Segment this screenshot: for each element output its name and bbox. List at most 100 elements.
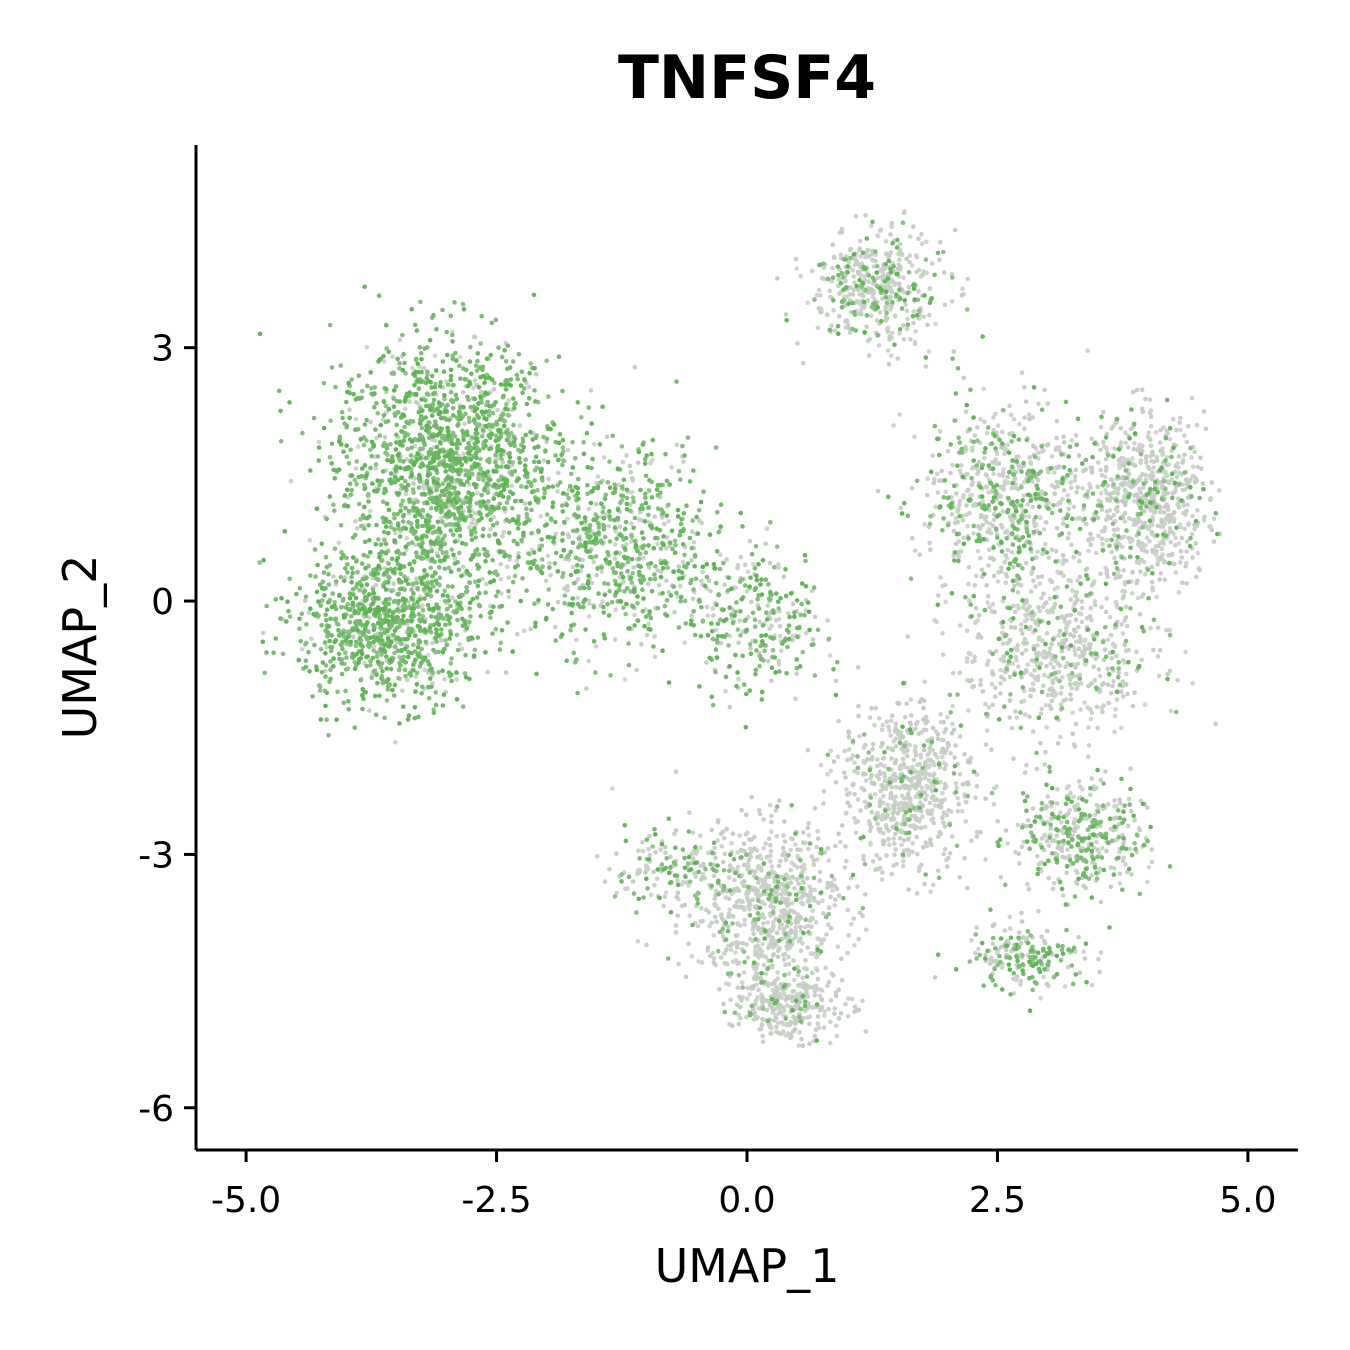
data-point	[938, 804, 944, 810]
data-point	[622, 677, 628, 682]
data-point	[785, 884, 790, 889]
data-point	[1180, 487, 1186, 493]
data-point	[745, 569, 751, 575]
data-point	[990, 923, 996, 929]
data-point	[1170, 417, 1176, 422]
data-point	[805, 825, 811, 831]
data-point	[760, 953, 766, 959]
data-point	[814, 292, 820, 298]
data-point	[1088, 707, 1093, 712]
data-point	[1011, 513, 1017, 519]
data-point	[958, 463, 964, 468]
data-point	[353, 416, 359, 422]
data-point	[918, 755, 924, 760]
data-point	[855, 797, 861, 802]
data-point	[503, 670, 509, 675]
data-point	[844, 858, 849, 864]
data-point	[515, 631, 520, 637]
data-point	[938, 429, 943, 434]
data-point	[776, 606, 781, 611]
data-point	[893, 736, 898, 741]
data-point	[316, 439, 322, 445]
data-point	[1075, 485, 1080, 490]
data-point	[879, 782, 885, 788]
data-point	[561, 458, 566, 464]
data-point	[821, 1025, 827, 1030]
data-point	[826, 922, 831, 927]
data-point	[931, 882, 936, 888]
data-point	[709, 827, 714, 833]
data-point	[763, 841, 769, 846]
data-point	[784, 872, 789, 877]
data-point	[1018, 978, 1024, 984]
data-point	[1038, 711, 1044, 716]
data-point	[935, 755, 940, 760]
data-point	[892, 841, 897, 846]
data-point	[1103, 457, 1109, 462]
data-point	[870, 742, 876, 747]
data-point	[869, 809, 874, 815]
data-point	[733, 950, 738, 955]
data-point	[758, 931, 764, 936]
data-point	[1003, 828, 1009, 833]
data-point	[1148, 437, 1153, 443]
data-point	[877, 856, 883, 862]
data-point	[778, 891, 784, 897]
data-point	[1190, 464, 1196, 470]
data-point	[687, 810, 692, 815]
data-point	[364, 345, 370, 350]
data-point	[1042, 601, 1048, 606]
data-point	[354, 481, 360, 487]
data-point	[1089, 465, 1095, 471]
data-point	[880, 838, 886, 843]
data-point	[1074, 490, 1079, 495]
data-point	[655, 541, 660, 547]
data-point	[768, 848, 774, 854]
data-point	[654, 876, 660, 881]
data-point	[681, 459, 686, 465]
data-point	[1035, 854, 1040, 859]
data-point	[1146, 430, 1151, 435]
data-point	[1041, 448, 1046, 453]
data-point	[895, 728, 901, 734]
data-point	[865, 338, 871, 344]
data-point	[947, 850, 953, 856]
data-point	[902, 743, 907, 749]
data-point	[857, 238, 863, 244]
data-point	[881, 755, 887, 761]
data-point	[775, 954, 781, 959]
data-point	[805, 945, 810, 950]
data-point	[781, 833, 786, 838]
data-point	[1169, 477, 1175, 482]
data-point	[922, 747, 927, 753]
data-point	[1064, 870, 1069, 876]
data-point	[942, 824, 948, 829]
data-point	[593, 554, 599, 559]
data-point	[877, 310, 883, 315]
data-point	[566, 534, 572, 540]
data-point	[786, 875, 791, 881]
data-point	[1066, 506, 1072, 512]
data-point	[1033, 651, 1039, 656]
data-point	[1074, 881, 1080, 886]
data-point	[1025, 818, 1031, 823]
data-point	[873, 252, 878, 258]
data-point	[983, 701, 988, 707]
data-point	[1063, 637, 1069, 643]
data-point	[860, 913, 865, 919]
data-point	[1114, 653, 1119, 659]
data-point	[541, 458, 547, 463]
data-point	[1027, 455, 1032, 460]
data-point	[1118, 515, 1123, 521]
data-point	[782, 907, 787, 913]
data-point	[1110, 424, 1116, 429]
data-point	[850, 268, 856, 273]
data-point	[697, 833, 703, 838]
data-point	[674, 894, 679, 900]
data-point	[828, 748, 833, 754]
data-point	[332, 546, 338, 551]
data-point	[905, 765, 911, 771]
data-point	[969, 838, 974, 843]
data-point	[991, 427, 996, 433]
data-point	[999, 565, 1004, 571]
